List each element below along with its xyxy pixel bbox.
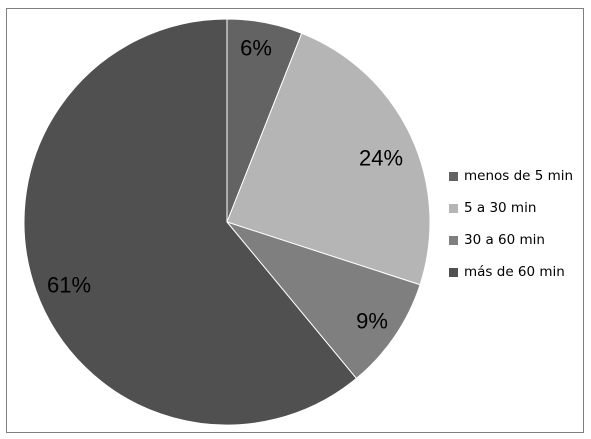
pie-slices (23, 18, 431, 426)
legend-label: 5 a 30 min (464, 200, 537, 216)
legend-label: menos de 5 min (464, 168, 574, 184)
legend-swatch (449, 171, 458, 181)
legend-item-mas-de-60-min: más de 60 min (449, 256, 573, 288)
pie-value-label-5-a-30-min: 24% (359, 146, 403, 171)
pie-value-label-30-a-60-min: 9% (356, 309, 388, 334)
pie-value-label-menos-de-5-min: 6% (240, 36, 272, 61)
pie-slice-5-a-30-min (226, 32, 431, 286)
legend-label: más de 60 min (464, 264, 565, 280)
legend-item-30-a-60-min: 30 a 60 min (449, 224, 573, 256)
pie-slice-30-a-60-min (225, 220, 421, 380)
legend-swatch (449, 267, 458, 277)
legend-item-menos-de-5-min: menos de 5 min (449, 160, 573, 192)
legend-swatch (449, 235, 458, 245)
pie-value-labels: 6% 24% 9% 61% (47, 36, 403, 334)
pie-value-label-mas-de-60-min: 61% (47, 273, 91, 298)
pie-slice-mas-de-60-min (23, 18, 358, 426)
legend: menos de 5 min 5 a 30 min 30 a 60 min má… (449, 160, 573, 288)
legend-swatch (449, 203, 458, 213)
legend-item-5-a-30-min: 5 a 30 min (449, 192, 573, 224)
legend-label: 30 a 60 min (464, 232, 545, 248)
